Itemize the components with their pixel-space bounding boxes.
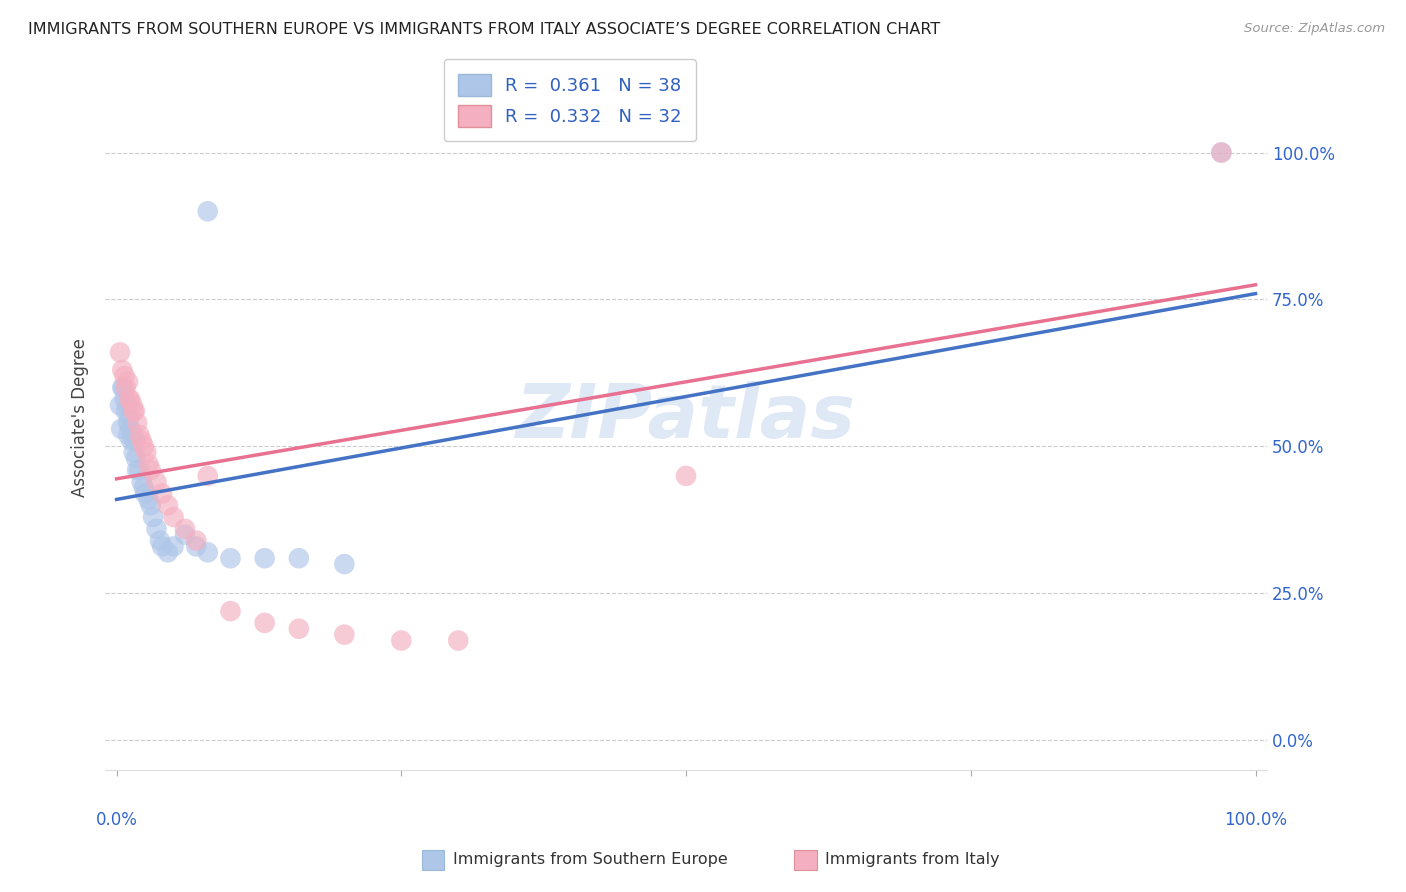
- Point: [131, 434, 153, 448]
- Point: [162, 540, 184, 554]
- Point: [124, 434, 146, 448]
- Point: [1211, 145, 1233, 160]
- Point: [120, 392, 142, 407]
- Point: [117, 427, 139, 442]
- Point: [127, 416, 149, 430]
- Point: [1211, 145, 1233, 160]
- Point: [219, 551, 242, 566]
- Text: Immigrants from Italy: Immigrants from Italy: [825, 853, 1000, 867]
- Y-axis label: Associate's Degree: Associate's Degree: [72, 338, 89, 497]
- Point: [150, 486, 173, 500]
- Point: [125, 451, 148, 466]
- Point: [150, 540, 173, 554]
- Point: [197, 204, 219, 219]
- Point: [117, 375, 139, 389]
- Point: [138, 457, 160, 471]
- Point: [333, 557, 356, 571]
- Point: [288, 622, 311, 636]
- Point: [253, 551, 276, 566]
- Point: [108, 345, 131, 359]
- Point: [675, 469, 697, 483]
- Point: [447, 633, 470, 648]
- Point: [186, 540, 208, 554]
- Point: [117, 416, 139, 430]
- Point: [149, 533, 172, 548]
- Point: [120, 422, 142, 436]
- Text: IMMIGRANTS FROM SOUTHERN EUROPE VS IMMIGRANTS FROM ITALY ASSOCIATE’S DEGREE CORR: IMMIGRANTS FROM SOUTHERN EUROPE VS IMMIG…: [28, 22, 941, 37]
- Point: [174, 527, 197, 541]
- Point: [156, 498, 179, 512]
- Point: [219, 604, 242, 618]
- Text: 100.0%: 100.0%: [1225, 811, 1286, 829]
- Point: [156, 545, 179, 559]
- Point: [162, 510, 184, 524]
- Text: 0.0%: 0.0%: [96, 811, 138, 829]
- Point: [145, 522, 167, 536]
- Point: [114, 381, 136, 395]
- Legend: R =  0.361   N = 38, R =  0.332   N = 32: R = 0.361 N = 38, R = 0.332 N = 32: [444, 59, 696, 141]
- Point: [128, 463, 150, 477]
- Point: [132, 440, 155, 454]
- Point: [132, 481, 155, 495]
- Point: [114, 368, 136, 383]
- Point: [111, 381, 134, 395]
- Point: [253, 615, 276, 630]
- Point: [127, 463, 149, 477]
- Text: ZIPatlas: ZIPatlas: [516, 381, 856, 454]
- Point: [122, 427, 145, 442]
- Point: [112, 381, 135, 395]
- Point: [114, 392, 136, 407]
- Point: [186, 533, 208, 548]
- Point: [197, 545, 219, 559]
- Point: [122, 404, 145, 418]
- Point: [134, 486, 156, 500]
- Point: [197, 469, 219, 483]
- Text: Immigrants from Southern Europe: Immigrants from Southern Europe: [453, 853, 727, 867]
- Point: [145, 475, 167, 489]
- Point: [114, 404, 136, 418]
- Point: [138, 492, 160, 507]
- Point: [142, 510, 165, 524]
- Text: Source: ZipAtlas.com: Source: ZipAtlas.com: [1244, 22, 1385, 36]
- Point: [118, 392, 141, 407]
- Point: [389, 633, 412, 648]
- Point: [117, 398, 139, 412]
- Point: [118, 410, 141, 425]
- Point: [121, 398, 143, 412]
- Point: [139, 498, 162, 512]
- Point: [174, 522, 197, 536]
- Point: [124, 404, 146, 418]
- Point: [139, 463, 162, 477]
- Point: [131, 475, 153, 489]
- Point: [122, 445, 145, 459]
- Point: [333, 627, 356, 641]
- Point: [111, 363, 134, 377]
- Point: [108, 398, 131, 412]
- Point: [135, 445, 157, 459]
- Point: [110, 422, 132, 436]
- Point: [128, 427, 150, 442]
- Point: [288, 551, 311, 566]
- Point: [120, 434, 142, 448]
